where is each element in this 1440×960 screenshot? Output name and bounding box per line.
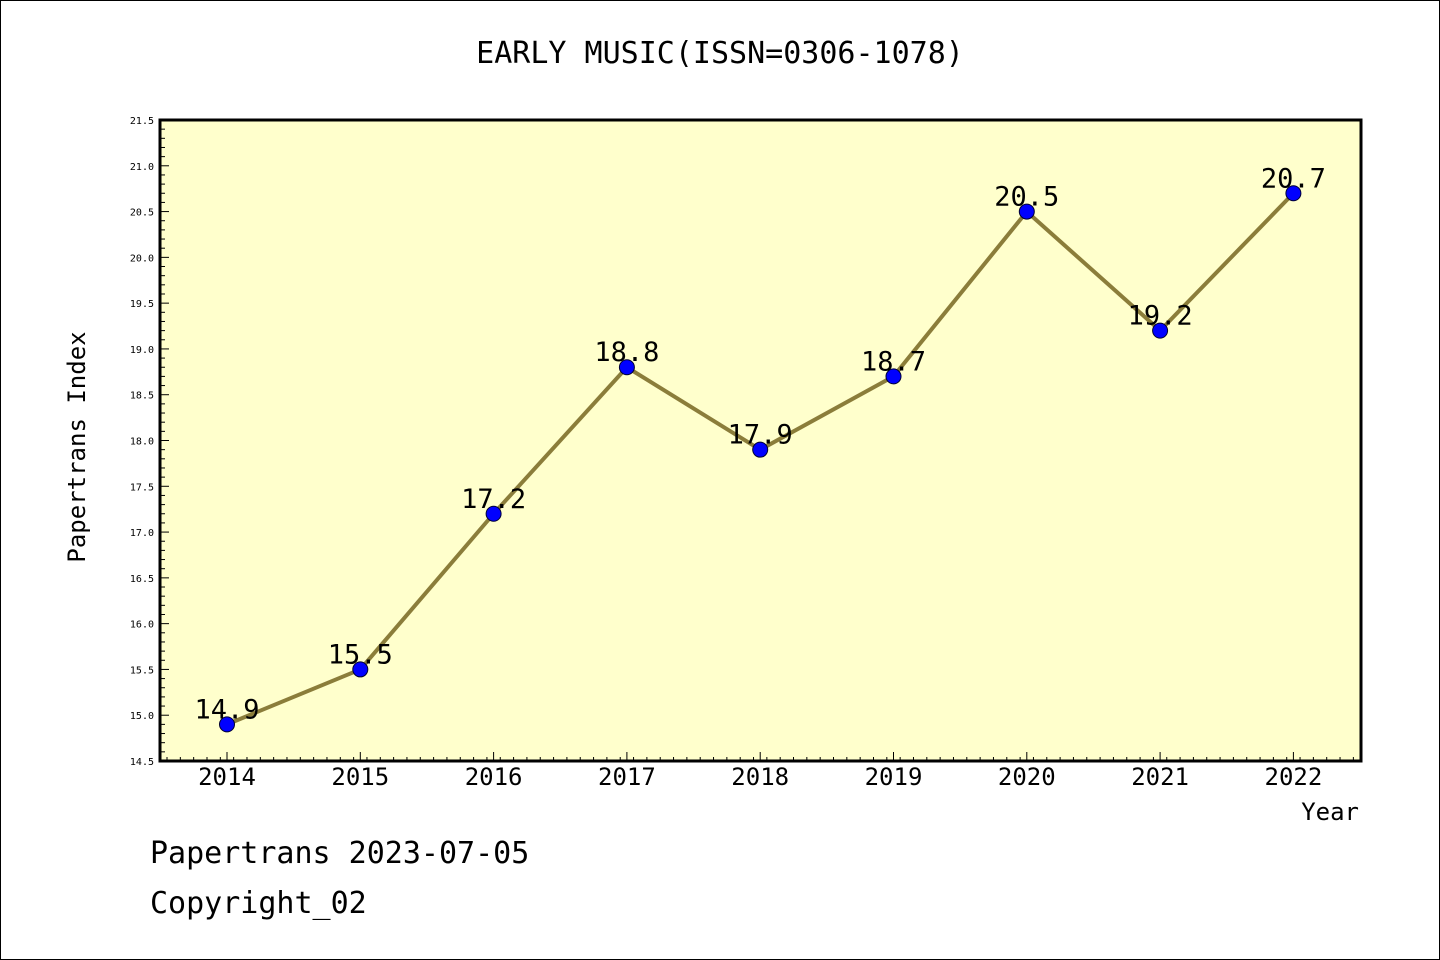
y-tick-label: 20.5 bbox=[130, 208, 154, 219]
data-point bbox=[485, 505, 502, 522]
x-axis: 2014 2015 2016 2017 2018 2019 2020 2021 2022 bbox=[166, 752, 1354, 791]
data-label: 20.5 bbox=[994, 182, 1059, 213]
data-label: 15.5 bbox=[328, 639, 393, 670]
y-tick-label: 14.5 bbox=[130, 757, 154, 768]
data-point bbox=[352, 661, 369, 678]
footer-copyright: Copyright_02 bbox=[150, 886, 367, 921]
data-labels: 14.9 15.5 17.2 18.8 17.9 18.7 20.5 19.2 20.7 bbox=[194, 163, 1325, 725]
data-point bbox=[618, 359, 635, 376]
data-point bbox=[752, 441, 769, 458]
data-label: 17.2 bbox=[461, 484, 526, 515]
data-point bbox=[1285, 185, 1302, 202]
data-label: 17.9 bbox=[728, 420, 793, 451]
y-tick-label: 16.5 bbox=[130, 574, 154, 585]
y-tick-label: 20.0 bbox=[130, 253, 154, 264]
y-tick-label: 17.5 bbox=[130, 482, 154, 493]
y-tick-label: 15.0 bbox=[130, 711, 154, 722]
x-tick-label: 2018 bbox=[731, 763, 789, 791]
y-tick-label: 21.0 bbox=[130, 162, 154, 173]
x-tick-label: 2019 bbox=[865, 763, 923, 791]
data-point bbox=[885, 368, 902, 385]
data-point bbox=[219, 716, 235, 733]
x-tick-label: 2017 bbox=[598, 763, 656, 791]
x-tick-label: 2016 bbox=[465, 763, 523, 791]
y-tick-label: 16.0 bbox=[130, 620, 154, 631]
data-point bbox=[1018, 203, 1035, 220]
plot-area bbox=[158, 118, 1363, 763]
y-tick-label: 17.0 bbox=[130, 528, 154, 539]
data-label: 20.7 bbox=[1261, 163, 1326, 194]
y-tick-label: 18.5 bbox=[130, 391, 154, 402]
chart-title: EARLY MUSIC(ISSN=0306-1078) bbox=[476, 36, 964, 71]
x-tick-label: 2015 bbox=[331, 763, 389, 791]
footer-date: Papertrans 2023-07-05 bbox=[150, 836, 530, 871]
y-tick-label: 18.0 bbox=[130, 437, 154, 448]
y-tick-label: 21.5 bbox=[130, 116, 154, 127]
x-tick-label: 2022 bbox=[1265, 763, 1323, 791]
data-points bbox=[219, 185, 1302, 733]
y-tick-label: 19.0 bbox=[130, 345, 154, 356]
y-tick-label: 15.5 bbox=[130, 665, 154, 676]
data-label: 19.2 bbox=[1128, 301, 1193, 332]
data-label: 18.7 bbox=[861, 346, 926, 377]
y-tick-label: 19.5 bbox=[130, 299, 154, 310]
data-label: 18.8 bbox=[594, 337, 659, 368]
x-tick-label: 2014 bbox=[198, 763, 256, 791]
data-point bbox=[1152, 322, 1169, 339]
y-axis-label: Papertrans Index bbox=[63, 331, 91, 562]
data-label: 14.9 bbox=[194, 694, 259, 725]
x-tick-label: 2021 bbox=[1131, 763, 1189, 791]
x-tick-label: 2020 bbox=[998, 763, 1056, 791]
x-axis-label: Year bbox=[1301, 798, 1359, 826]
